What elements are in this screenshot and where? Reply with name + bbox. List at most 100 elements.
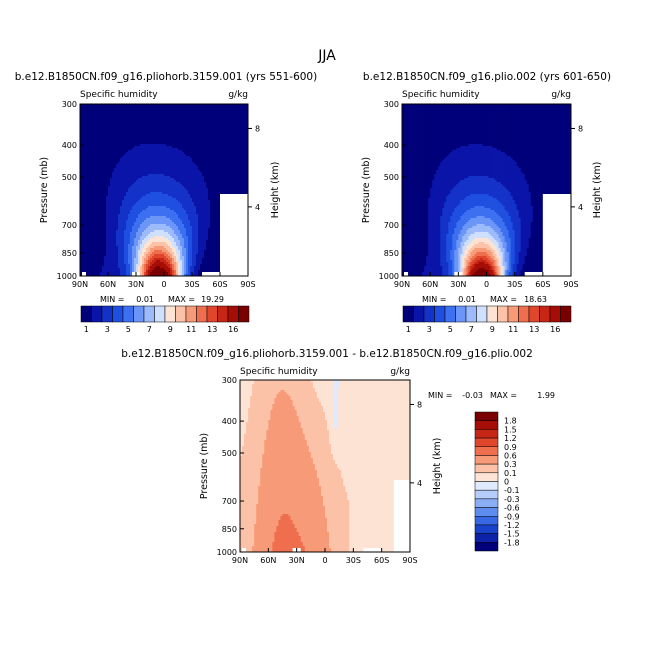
contour-cell — [98, 202, 101, 205]
contour-cell — [122, 218, 125, 221]
contour-cell — [130, 168, 133, 171]
contour-cell — [100, 146, 103, 149]
contour-cell — [226, 154, 229, 157]
contour-cell — [146, 198, 149, 201]
contour-cell — [198, 110, 201, 113]
contour-cell — [166, 110, 169, 113]
contour-cell — [118, 138, 121, 141]
contour-cell — [122, 148, 125, 151]
contour-cell — [106, 166, 109, 169]
contour-cell — [158, 204, 161, 207]
contour-cell — [90, 218, 93, 221]
contour-cell — [242, 126, 245, 129]
contour-cell — [98, 214, 101, 217]
contour-cell — [110, 164, 113, 167]
contour-cell — [172, 126, 175, 129]
contour-cell — [132, 200, 135, 203]
contour-cell — [104, 196, 107, 199]
contour-cell — [168, 188, 171, 191]
contour-cell — [134, 128, 137, 131]
contour-cell — [202, 190, 205, 193]
contour-cell — [132, 112, 135, 115]
contour-cell — [186, 152, 189, 155]
contour-cell — [216, 198, 219, 201]
contour-cell — [136, 212, 139, 215]
contour-cell — [148, 150, 151, 153]
contour-cell — [108, 218, 111, 221]
contour-cell — [110, 112, 113, 115]
contour-cell — [154, 140, 157, 143]
contour-cell — [168, 104, 171, 107]
contour-cell — [144, 160, 147, 163]
contour-cell — [222, 130, 225, 133]
contour-cell — [240, 212, 243, 215]
contour-cell — [134, 134, 137, 137]
contour-cell — [166, 134, 169, 137]
contour-cell — [94, 198, 97, 201]
contour-cell — [182, 170, 185, 173]
contour-cell — [120, 180, 123, 183]
contour-cell — [130, 212, 133, 215]
contour-cell — [188, 182, 191, 185]
contour-cell — [80, 158, 83, 161]
contour-cell — [110, 218, 113, 221]
contour-cell — [100, 196, 103, 199]
contour-cell — [230, 186, 233, 189]
contour-cell — [86, 210, 89, 213]
contour-cell — [164, 148, 167, 151]
contour-cell — [168, 178, 171, 181]
contour-cell — [218, 142, 221, 145]
contour-cell — [122, 172, 125, 175]
contour-cell — [170, 164, 173, 167]
contour-cell — [112, 114, 115, 117]
contour-cell — [80, 214, 83, 217]
contour-cell — [220, 144, 223, 147]
contour-cell — [140, 200, 143, 203]
contour-cell — [158, 110, 161, 113]
contour-cell — [246, 188, 248, 191]
contour-cell — [104, 140, 107, 143]
contour-cell — [152, 200, 155, 203]
contour-cell — [160, 154, 163, 157]
contour-cell — [180, 152, 183, 155]
contour-cell — [96, 208, 99, 211]
contour-cell — [142, 136, 145, 139]
contour-cell — [140, 136, 143, 139]
contour-cell — [152, 216, 155, 219]
contour-cell — [82, 110, 85, 113]
contour-cell — [94, 162, 97, 165]
contour-cell — [182, 208, 185, 211]
contour-cell — [144, 200, 147, 203]
contour-cell — [130, 218, 133, 221]
contour-cell — [126, 118, 129, 121]
contour-cell — [158, 166, 161, 169]
contour-cell — [122, 184, 125, 187]
contour-cell — [232, 194, 235, 197]
contour-cell — [202, 134, 205, 137]
contour-cell — [224, 174, 227, 177]
contour-cell — [188, 142, 191, 145]
contour-cell — [176, 106, 179, 109]
contour-cell — [84, 118, 87, 121]
contour-cell — [120, 152, 123, 155]
contour-cell — [238, 130, 241, 133]
contour-cell — [236, 122, 239, 125]
contour-cell — [172, 174, 175, 177]
contour-cell — [186, 160, 189, 163]
contour-cell — [138, 146, 141, 149]
contour-cell — [180, 198, 183, 201]
contour-cell — [104, 124, 107, 127]
contour-cell — [170, 192, 173, 195]
contour-cell — [130, 188, 133, 191]
contour-cell — [174, 180, 177, 183]
contour-cell — [100, 182, 103, 185]
contour-cell — [218, 184, 221, 187]
contour-cell — [118, 198, 121, 201]
contour-cell — [100, 138, 103, 141]
contour-cell — [144, 198, 147, 201]
contour-cell — [110, 110, 113, 113]
contour-cell — [160, 110, 163, 113]
contour-cell — [110, 156, 113, 159]
contour-cell — [184, 178, 187, 181]
contour-cell — [168, 206, 171, 209]
